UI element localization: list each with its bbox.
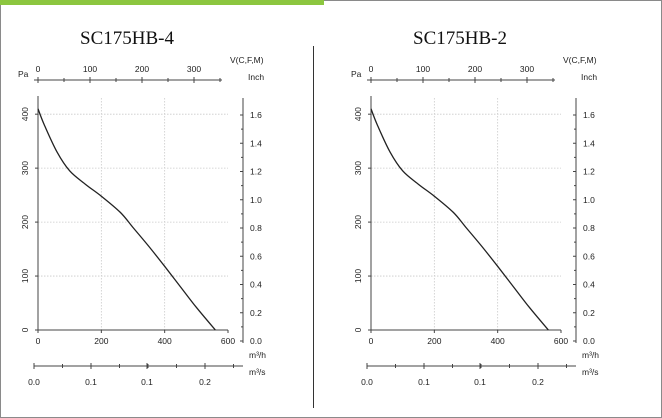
chart1-y-tick-label: 200 (20, 215, 30, 229)
chart2-bottom2-tick-label: 0.0 (361, 377, 373, 387)
chart1-top-tick-label: 200 (135, 64, 149, 74)
chart1-right-tick-label: 1.4 (250, 138, 262, 148)
chart1-y-tick-label: 300 (20, 161, 30, 175)
chart2-top-tick-label: 200 (468, 64, 482, 74)
chart1-right-tick-label: 0.6 (250, 251, 262, 261)
chart2-right-tick-label: 0.2 (583, 308, 595, 318)
chart1-x-tick-label: 0 (36, 336, 41, 346)
chart1-title: SC175HB-4 (80, 28, 174, 49)
chart2-right-tick-label: 1.6 (583, 110, 595, 120)
chart1-bottom2-tick-label: 0.2 (199, 377, 211, 387)
chart2-y-tick-label: 0 (353, 327, 363, 332)
chart1-bottom2-tick-label: 0.0 (28, 377, 40, 387)
chart2-vcfm-label: V(C,F,M) (563, 55, 597, 65)
chart2-top-tick-label: 100 (416, 64, 430, 74)
chart1-right-tick-label: 0.0 (250, 336, 262, 346)
chart2-x-tick-label: 400 (491, 336, 505, 346)
chart1-m3h-label: m³/h (249, 350, 266, 360)
chart-divider (313, 46, 314, 408)
chart2-right-tick-label: 1.4 (583, 138, 595, 148)
chart2-title: SC175HB-2 (413, 28, 507, 49)
chart2-y-tick-label: 200 (353, 215, 363, 229)
chart1-right-tick-label: 0.8 (250, 223, 262, 233)
chart1-x-tick-label: 400 (158, 336, 172, 346)
chart2-bottom2-tick-label: 0.1 (418, 377, 430, 387)
chart2-pa-label: Pa (351, 69, 362, 79)
chart1-right-tick-label: 0.4 (250, 280, 262, 290)
chart1-x-tick-label: 600 (221, 336, 235, 346)
chart2-x-tick-label: 0 (369, 336, 374, 346)
chart2-m3h-label: m³/h (582, 350, 599, 360)
chart1-x-tick-label: 200 (94, 336, 108, 346)
chart2-top-tick-label: 0 (369, 64, 374, 74)
chart1-y-tick-label: 0 (20, 327, 30, 332)
chart2-right-tick-label: 0.6 (583, 251, 595, 261)
chart1-right-tick-label: 1.2 (250, 167, 262, 177)
chart2-right-tick-label: 0.4 (583, 280, 595, 290)
header-tab-accent (0, 0, 324, 5)
chart1-right-tick-label: 0.2 (250, 308, 262, 318)
chart1-m3s-label: m³/s (249, 367, 266, 377)
chart2-m3s-label: m³/s (582, 367, 599, 377)
chart1-y-tick-label: 400 (20, 107, 30, 121)
chart2-right-tick-label: 0.0 (583, 336, 595, 346)
chart1-bottom2-tick-label: 0.1 (85, 377, 97, 387)
chart1-bottom2-tick-label: 0.1 (141, 377, 153, 387)
chart2-top-tick-label: 300 (520, 64, 534, 74)
chart2-pressure-curve (370, 108, 549, 331)
chart2-inch-label: Inch (581, 72, 597, 82)
chart2-y-tick-label: 100 (353, 269, 363, 283)
chart2-x-tick-label: 600 (554, 336, 568, 346)
chart2-right-tick-label: 1.2 (583, 167, 595, 177)
chart2-x-tick-label: 200 (427, 336, 441, 346)
chart1-top-tick-label: 300 (187, 64, 201, 74)
chart2-bottom2-tick-label: 0.1 (474, 377, 486, 387)
chart1-pa-label: Pa (18, 69, 29, 79)
chart2-y-tick-label: 400 (353, 107, 363, 121)
chart1-top-tick-label: 0 (36, 64, 41, 74)
chart1-vcfm-label: V(C,F,M) (230, 55, 264, 65)
chart1-top-tick-label: 100 (83, 64, 97, 74)
chart1-pressure-curve (37, 108, 216, 331)
chart2-bottom2-tick-label: 0.2 (532, 377, 544, 387)
chart1-y-tick-label: 100 (20, 269, 30, 283)
chart2-right-tick-label: 1.0 (583, 195, 595, 205)
chart1-inch-label: Inch (248, 72, 264, 82)
chart1-right-tick-label: 1.0 (250, 195, 262, 205)
chart2-y-tick-label: 300 (353, 161, 363, 175)
chart2-right-tick-label: 0.8 (583, 223, 595, 233)
chart1-right-tick-label: 1.6 (250, 110, 262, 120)
